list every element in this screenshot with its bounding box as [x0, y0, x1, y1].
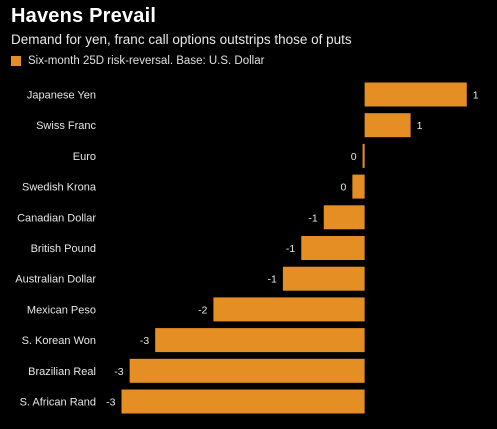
category-label: Canadian Dollar [17, 212, 96, 224]
bar [213, 297, 365, 322]
bar [364, 113, 411, 138]
data-label: 1 [473, 90, 479, 102]
bar [362, 143, 365, 168]
category-label: Mexican Peso [27, 304, 96, 316]
bar [121, 389, 365, 414]
data-label: -2 [198, 304, 207, 316]
bar [323, 205, 365, 230]
data-label: -3 [140, 335, 149, 347]
bar [352, 174, 365, 199]
legend: Six-month 25D risk-reversal. Base: U.S. … [11, 55, 264, 67]
legend-label: Six-month 25D risk-reversal. Base: U.S. … [28, 55, 265, 67]
data-label: 1 [417, 120, 423, 132]
chart-title: Havens Prevail [11, 5, 157, 27]
chart-subtitle: Demand for yen, franc call options outst… [11, 32, 352, 47]
bar [301, 236, 365, 260]
bar [282, 266, 365, 291]
data-label: -3 [106, 397, 115, 409]
category-label: Swedish Krona [22, 182, 97, 194]
category-label: S. Korean Won [22, 335, 96, 347]
bar [155, 328, 365, 353]
legend-swatch [11, 56, 21, 66]
data-label: -1 [308, 212, 317, 224]
category-label: S. African Rand [20, 397, 96, 409]
data-label: 0 [341, 182, 347, 194]
category-label: Japanese Yen [27, 90, 96, 102]
data-label: -3 [114, 366, 123, 378]
category-label: Swiss Franc [36, 120, 96, 132]
bar [129, 358, 365, 383]
bar [364, 82, 467, 107]
category-label: Euro [73, 151, 96, 163]
data-label: -1 [268, 274, 277, 286]
category-label: Australian Dollar [15, 274, 96, 286]
category-label: British Pound [31, 243, 96, 255]
category-label: Brazilian Real [28, 366, 96, 378]
data-label: 0 [351, 151, 357, 163]
data-label: -1 [286, 243, 295, 255]
